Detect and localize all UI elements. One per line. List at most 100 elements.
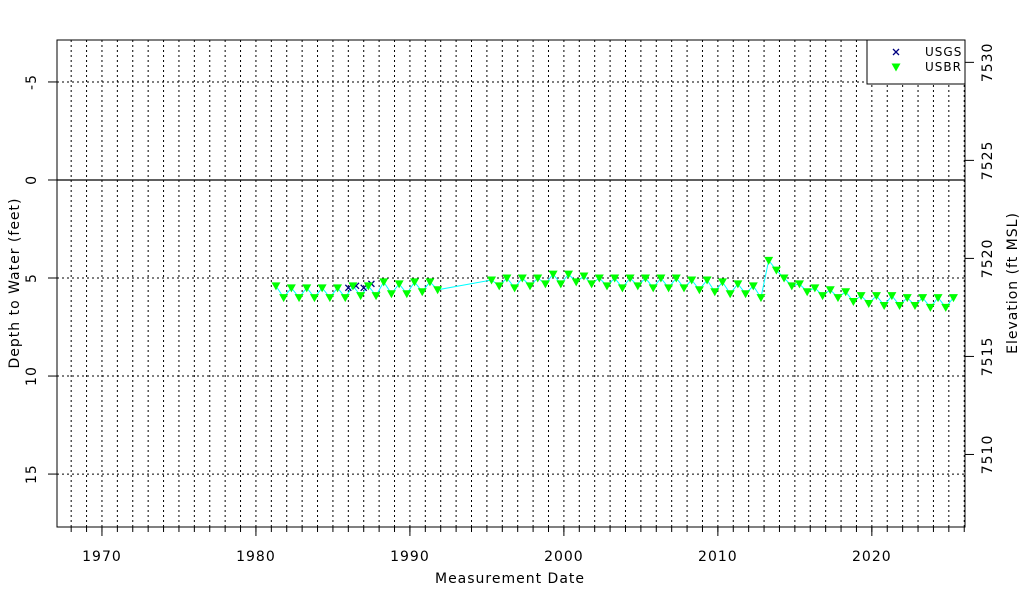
data-point <box>895 301 905 310</box>
data-point <box>556 280 566 289</box>
y-axis-label: Depth to Water (feet) <box>7 197 23 368</box>
data-point <box>360 284 368 292</box>
y2-tick-label: 7530 <box>980 43 996 83</box>
data-point <box>317 284 327 293</box>
x-tick-label: 2020 <box>852 549 892 565</box>
data-point <box>710 288 720 297</box>
data-point <box>487 276 497 285</box>
data-point <box>410 278 420 287</box>
legend-label: USGS <box>925 45 962 59</box>
data-point <box>286 284 296 293</box>
data-point <box>402 290 412 299</box>
data-point <box>941 303 951 312</box>
data-point <box>571 278 581 287</box>
data-point <box>902 294 912 303</box>
data-point <box>433 286 443 295</box>
data-point <box>502 274 512 283</box>
data-point <box>533 274 543 283</box>
data-point <box>386 290 396 299</box>
y-tick-label: 10 <box>24 366 40 386</box>
data-point <box>871 292 881 301</box>
data-point <box>810 284 820 293</box>
data-point <box>579 272 589 281</box>
x-tick-label: 1970 <box>82 549 122 565</box>
data-point <box>879 301 889 310</box>
data-point <box>279 294 289 303</box>
data-point <box>379 278 389 287</box>
data-point <box>417 288 427 297</box>
data-point <box>725 290 735 299</box>
data-point <box>548 270 558 279</box>
data-point <box>948 294 958 303</box>
data-point <box>694 286 704 295</box>
data-point <box>633 282 643 291</box>
data-point <box>925 303 935 312</box>
data-point <box>640 274 650 283</box>
y2-tick-label: 7520 <box>980 239 996 279</box>
y-tick-label: 5 <box>24 273 40 283</box>
data-point <box>540 280 550 289</box>
data-point <box>602 282 612 291</box>
y-tick-label: -5 <box>24 74 40 90</box>
data-point <box>748 282 758 291</box>
data-point <box>771 266 781 275</box>
data-point <box>325 294 335 303</box>
y2-tick-label: 7515 <box>980 337 996 377</box>
data-point <box>833 294 843 303</box>
data-point <box>887 292 897 301</box>
x-tick-label: 1980 <box>236 549 276 565</box>
data-point <box>340 294 350 303</box>
y2-axis-label: Elevation (ft MSL) <box>1005 212 1021 354</box>
data-point <box>864 299 874 308</box>
data-point <box>525 282 535 291</box>
data-point <box>794 280 804 289</box>
x-tick-label: 1990 <box>390 549 430 565</box>
data-point <box>394 280 404 289</box>
x-axis-label: Measurement Date <box>435 571 585 587</box>
data-point <box>779 274 789 283</box>
data-point <box>756 294 766 303</box>
data-point <box>818 292 828 301</box>
data-point <box>348 282 358 291</box>
data-point <box>564 270 574 279</box>
data-point <box>741 290 751 299</box>
data-point <box>764 256 774 265</box>
data-point <box>702 276 712 285</box>
data-point <box>918 294 928 303</box>
data-point <box>687 276 697 285</box>
data-point <box>664 284 674 293</box>
data-point <box>625 274 635 283</box>
legend-box <box>866 39 966 85</box>
data-point <box>933 294 943 303</box>
y-tick-label: 15 <box>24 464 40 484</box>
data-point <box>617 284 627 293</box>
data-point <box>910 301 920 310</box>
data-point <box>733 280 743 289</box>
data-point <box>717 278 727 287</box>
data-point <box>494 282 504 291</box>
data-point <box>517 274 527 283</box>
data-point <box>302 284 312 293</box>
data-point <box>787 282 797 291</box>
x-tick-label: 2010 <box>698 549 738 565</box>
data-point <box>656 274 666 283</box>
data-point <box>309 294 319 303</box>
data-point <box>825 286 835 295</box>
data-point <box>344 284 352 292</box>
data-point <box>856 292 866 301</box>
data-point <box>848 298 858 307</box>
data-point <box>294 294 304 303</box>
data-point <box>333 284 343 293</box>
y2-tick-label: 7525 <box>980 141 996 181</box>
data-point <box>363 282 373 291</box>
data-point <box>510 284 520 293</box>
data-point <box>587 280 597 289</box>
data-point <box>841 288 851 297</box>
data-point <box>610 274 620 283</box>
data-point <box>679 284 689 293</box>
data-point <box>371 292 381 301</box>
y2-tick-label: 7510 <box>980 435 996 475</box>
legend-marker <box>892 48 900 56</box>
